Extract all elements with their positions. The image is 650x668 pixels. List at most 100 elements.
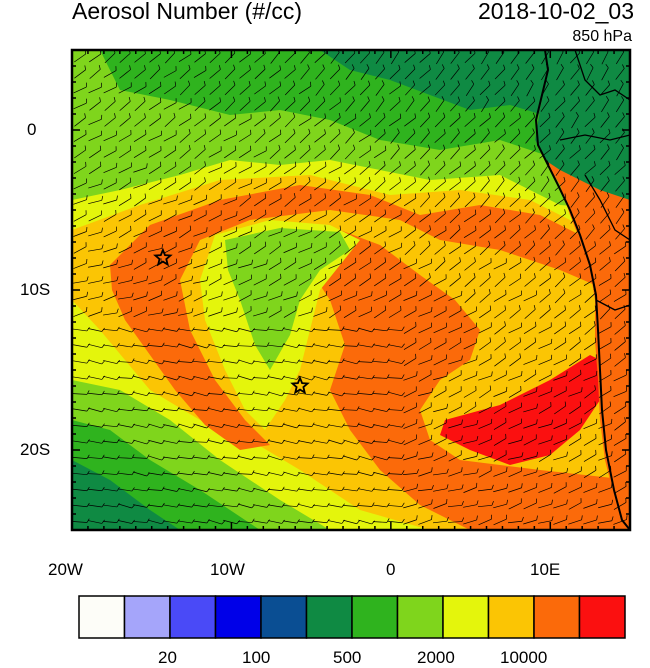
wind-barb bbox=[554, 224, 566, 239]
wind-barb bbox=[493, 386, 508, 397]
wind-barb bbox=[374, 305, 387, 319]
wind-barb bbox=[450, 128, 460, 144]
wind-barb bbox=[133, 275, 149, 285]
wind-barb bbox=[73, 306, 88, 317]
wind-barb bbox=[584, 208, 596, 224]
wind-barb bbox=[343, 257, 357, 271]
wind-barb bbox=[223, 291, 238, 301]
wind-barb bbox=[194, 145, 206, 159]
wind-barb bbox=[434, 241, 446, 255]
wind-barb bbox=[298, 327, 315, 332]
wind-barb bbox=[297, 422, 315, 427]
wind-barb bbox=[524, 256, 536, 272]
wind-barb bbox=[103, 209, 117, 222]
wind-barb bbox=[404, 225, 416, 239]
wind-barb bbox=[479, 113, 491, 127]
wind-barb bbox=[418, 402, 432, 414]
wind-barb bbox=[119, 96, 131, 111]
wind-barb bbox=[569, 257, 581, 271]
wind-barb bbox=[583, 370, 598, 381]
wind-barb bbox=[478, 434, 493, 445]
wind-barb bbox=[538, 482, 553, 493]
wind-barb bbox=[73, 291, 89, 301]
wind-barb bbox=[554, 257, 567, 271]
wind-barb bbox=[508, 516, 524, 524]
wind-barb bbox=[570, 176, 580, 192]
wind-barb bbox=[463, 225, 477, 238]
wind-barb bbox=[88, 82, 103, 94]
wind-barb bbox=[555, 240, 565, 256]
wind-barb bbox=[252, 374, 270, 379]
wind-barb bbox=[403, 483, 418, 493]
wind-barb bbox=[523, 290, 537, 302]
wind-barb bbox=[568, 450, 582, 462]
wind-barb bbox=[283, 161, 297, 175]
wind-barb bbox=[388, 193, 402, 207]
wind-barbs bbox=[72, 50, 628, 526]
wind-barb bbox=[163, 177, 177, 191]
wind-barb bbox=[434, 256, 446, 272]
wind-barb bbox=[344, 273, 357, 287]
wind-barb bbox=[194, 80, 206, 95]
wind-barb bbox=[133, 342, 150, 348]
wind-barb bbox=[570, 80, 580, 96]
wind-barb bbox=[178, 391, 195, 397]
wind-barb bbox=[148, 97, 162, 111]
wind-barb bbox=[327, 486, 345, 491]
wind-barb bbox=[224, 113, 237, 127]
wind-barb bbox=[478, 258, 492, 270]
colorbar-swatch bbox=[487, 595, 535, 639]
wind-barb bbox=[133, 179, 148, 189]
wind-barb bbox=[358, 519, 376, 525]
wind-barb bbox=[118, 327, 136, 333]
wind-barb bbox=[89, 145, 102, 159]
wind-barb bbox=[465, 96, 475, 112]
wind-barb bbox=[598, 499, 614, 509]
wind-barb bbox=[298, 503, 315, 509]
wind-barb bbox=[569, 337, 581, 351]
wind-barb bbox=[584, 320, 596, 335]
wind-barb bbox=[104, 96, 116, 111]
wind-barb bbox=[133, 209, 147, 223]
wind-barb bbox=[598, 338, 612, 350]
wind-barb bbox=[599, 224, 611, 240]
wind-barb bbox=[463, 451, 479, 460]
wind-barb bbox=[269, 241, 281, 255]
wind-barb bbox=[434, 160, 446, 176]
wind-barb bbox=[268, 177, 282, 190]
wind-barb bbox=[389, 161, 401, 175]
wind-barb bbox=[583, 273, 597, 287]
wind-barb bbox=[148, 81, 162, 95]
wind-barb bbox=[568, 353, 582, 367]
wind-barb bbox=[148, 407, 165, 412]
wind-barb bbox=[360, 96, 370, 112]
wind-barb bbox=[359, 113, 371, 127]
wind-barb bbox=[403, 386, 417, 398]
wind-barb bbox=[600, 176, 610, 192]
wind-barb bbox=[493, 289, 507, 302]
colorbar-label: 100 bbox=[242, 648, 271, 667]
wind-barb bbox=[568, 387, 583, 397]
wind-barb bbox=[73, 258, 88, 269]
wind-barb bbox=[433, 225, 447, 238]
wind-barb bbox=[237, 342, 255, 347]
wind-barb bbox=[193, 343, 211, 349]
wind-barb bbox=[570, 64, 580, 80]
wind-barb bbox=[463, 241, 477, 255]
wind-barb bbox=[358, 257, 372, 271]
wind-barb bbox=[434, 80, 446, 96]
wind-barb bbox=[253, 209, 267, 223]
wind-barb bbox=[344, 177, 356, 191]
wind-barb bbox=[299, 144, 311, 159]
wind-barb bbox=[509, 160, 521, 175]
wind-barb bbox=[464, 129, 476, 143]
wind-barb bbox=[358, 193, 372, 207]
wind-barb bbox=[344, 144, 356, 160]
wind-barb bbox=[538, 322, 552, 334]
wind-barb bbox=[553, 515, 568, 525]
colorbar-swatch bbox=[260, 595, 308, 639]
wind-barb bbox=[193, 391, 211, 397]
wind-barb bbox=[88, 307, 103, 317]
wind-barb bbox=[553, 482, 567, 494]
wind-barb bbox=[103, 178, 117, 190]
